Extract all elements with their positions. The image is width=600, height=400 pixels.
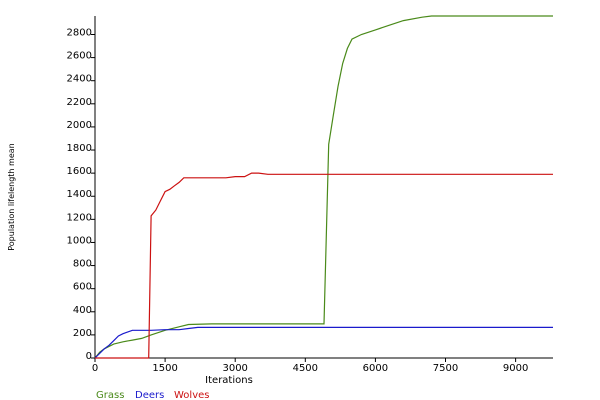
y-tick-label: 800 bbox=[73, 259, 92, 270]
series-line-wolves bbox=[95, 172, 553, 359]
y-tick-label: 0 bbox=[86, 351, 92, 362]
series-line-deers bbox=[94, 326, 553, 359]
x-tick-label: 7500 bbox=[433, 363, 458, 374]
y-tick-label: 2800 bbox=[67, 27, 92, 38]
x-tick-label: 6000 bbox=[363, 363, 388, 374]
y-tick-label: 1200 bbox=[67, 212, 92, 223]
y-tick-label: 2600 bbox=[67, 51, 92, 62]
legend-entry-wolves: Wolves bbox=[174, 390, 209, 400]
y-axis-label: Population lifelength mean bbox=[7, 143, 16, 251]
x-tick-label: 1500 bbox=[152, 363, 177, 374]
x-tick-label: 9000 bbox=[503, 363, 528, 374]
series-lines bbox=[94, 15, 553, 359]
y-tick-label: 400 bbox=[73, 305, 92, 316]
y-tick-label: 1800 bbox=[67, 143, 92, 154]
x-axis-label: Iterations bbox=[205, 375, 253, 386]
legend: Grass Deers Wolves bbox=[96, 390, 209, 400]
legend-entry-deers: Deers bbox=[135, 390, 164, 400]
y-tick-label: 1000 bbox=[67, 235, 92, 246]
y-tick-label: 1600 bbox=[67, 166, 92, 177]
y-tick-label: 200 bbox=[73, 328, 92, 339]
x-tick-label: 0 bbox=[92, 363, 98, 374]
y-tick-label: 600 bbox=[73, 282, 92, 293]
legend-entry-grass: Grass bbox=[96, 390, 124, 400]
y-axis-ticks: 0 200 400 600 800 1000 1200 1400 1600 1800 2000 220… bbox=[67, 27, 95, 362]
y-tick-label: 1400 bbox=[67, 189, 92, 200]
x-tick-label: 4500 bbox=[293, 363, 318, 374]
x-tick-label: 3000 bbox=[222, 363, 247, 374]
y-tick-label: 2200 bbox=[67, 97, 92, 108]
x-axis-ticks: 0 1500 3000 4500 6000 7500 9000 bbox=[92, 358, 528, 374]
y-tick-label: 2000 bbox=[67, 120, 92, 131]
y-tick-label: 2400 bbox=[67, 74, 92, 85]
series-line-grass bbox=[94, 15, 553, 359]
